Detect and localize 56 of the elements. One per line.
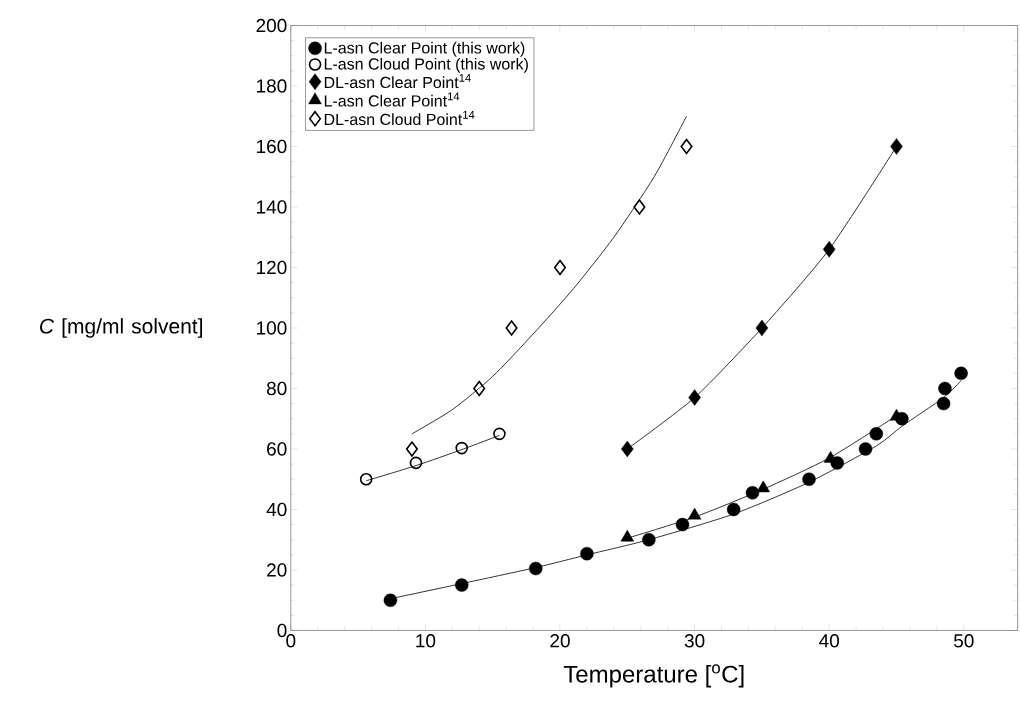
point xyxy=(858,442,873,456)
point xyxy=(409,456,423,470)
y-tick-label: 100 xyxy=(257,321,287,335)
legend-label: DL-asn Clear Point$^{14}$ xyxy=(324,73,471,89)
point xyxy=(359,472,373,486)
point xyxy=(455,441,469,455)
y-tick-label: 120 xyxy=(257,260,287,275)
y-tick-label: 180 xyxy=(257,79,287,93)
y-tick-label: 0 xyxy=(277,623,287,638)
point xyxy=(642,533,656,547)
legend-label: DL-asn Cloud Point$^{14}$ xyxy=(324,110,475,126)
x-tick-label: 0 xyxy=(286,634,296,648)
point xyxy=(726,502,741,517)
y-tick-label: 20 xyxy=(267,563,287,577)
y-tick-label: 40 xyxy=(266,502,287,517)
point xyxy=(405,441,418,457)
point xyxy=(802,472,816,486)
point xyxy=(687,507,702,520)
x-tick-label: 30 xyxy=(684,634,705,648)
point xyxy=(580,546,594,561)
y-axis-title: C [mg/ml solvent] xyxy=(40,318,203,338)
point xyxy=(633,199,646,215)
point xyxy=(455,578,469,592)
point xyxy=(675,517,690,532)
point xyxy=(938,381,952,396)
point xyxy=(823,241,836,258)
point xyxy=(936,396,951,411)
point xyxy=(383,593,398,607)
x-tick-label: 40 xyxy=(819,634,840,648)
x-axis-title: Temperature [$^{o}$C] xyxy=(563,664,744,688)
point xyxy=(954,366,968,381)
legend-label: L-asn Cloud Point (this work) xyxy=(324,57,528,73)
legend-label: L-asn Clear Point$^{14}$ xyxy=(324,92,460,107)
point xyxy=(745,486,760,500)
x-tick-label: 10 xyxy=(416,634,436,648)
point xyxy=(473,380,486,397)
x-tick-label: 50 xyxy=(953,634,974,648)
point xyxy=(493,427,506,441)
y-tick-label: 80 xyxy=(266,381,287,396)
point xyxy=(680,138,693,155)
point xyxy=(505,320,518,336)
point xyxy=(756,480,770,493)
point xyxy=(890,138,903,155)
point xyxy=(553,259,567,276)
legend-label: L-asn Clear Point (this work) xyxy=(324,41,525,57)
point xyxy=(620,529,634,542)
point xyxy=(755,319,769,337)
x-tick-label: 20 xyxy=(550,634,570,648)
y-tick-label: 60 xyxy=(267,442,287,456)
point xyxy=(529,561,543,576)
point xyxy=(688,389,701,406)
point xyxy=(621,440,634,458)
y-tick-label: 200 xyxy=(256,18,287,33)
y-tick-label: 160 xyxy=(257,139,287,154)
point xyxy=(869,427,884,441)
y-tick-label: 140 xyxy=(257,200,287,214)
